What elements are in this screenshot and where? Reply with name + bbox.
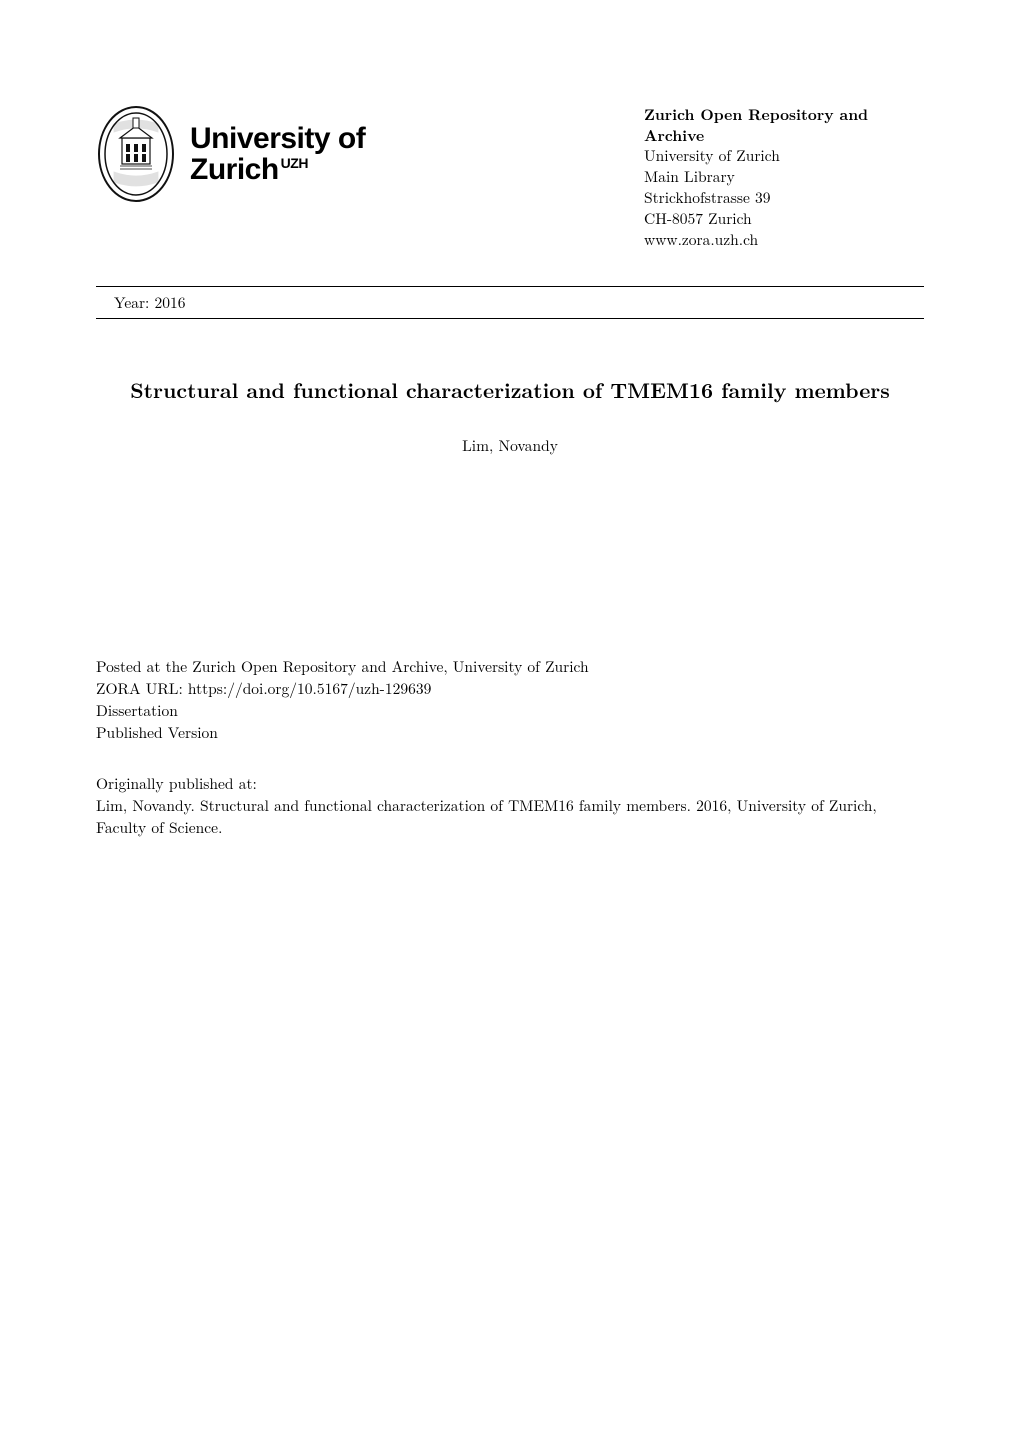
uzh-wordmark: University of Zurich UZH	[190, 123, 365, 186]
archive-library: Main Library	[644, 167, 924, 188]
uzh-seal-icon	[96, 104, 176, 204]
wordmark-line2-text: Zurich	[190, 154, 279, 186]
page: University of Zurich UZH Zurich Open Rep…	[0, 0, 1020, 1442]
header-row: University of Zurich UZH Zurich Open Rep…	[96, 104, 924, 250]
archive-city: CH-8057 Zurich	[644, 209, 924, 230]
meta-zora-url: ZORA URL: https://doi.org/10.5167/uzh-12…	[96, 678, 924, 700]
meta-block: Posted at the Zurich Open Repository and…	[96, 656, 924, 743]
citation-heading: Originally published at:	[96, 773, 924, 795]
wordmark-line1: University of	[190, 123, 365, 155]
meta-version: Published Version	[96, 722, 924, 744]
paper-title: Structural and functional characterizati…	[96, 375, 924, 405]
citation-text: Lim, Novandy. Structural and functional …	[96, 795, 924, 838]
year-bar: Year: 2016	[96, 286, 924, 319]
meta-posted: Posted at the Zurich Open Repository and…	[96, 656, 924, 678]
archive-url: www.zora.uzh.ch	[644, 230, 924, 251]
archive-title: Zurich Open Repository and Archive	[644, 104, 924, 146]
archive-street: Strickhofstrasse 39	[644, 188, 924, 209]
meta-doctype: Dissertation	[96, 700, 924, 722]
year-label: Year: 2016	[114, 292, 186, 313]
archive-info: Zurich Open Repository and Archive Unive…	[644, 104, 924, 250]
author: Lim, Novandy	[96, 435, 924, 456]
citation-block: Originally published at: Lim, Novandy. S…	[96, 773, 924, 838]
archive-institution: University of Zurich	[644, 146, 924, 167]
wordmark-line2: Zurich UZH	[190, 154, 365, 186]
uzh-logo-block: University of Zurich UZH	[96, 104, 365, 204]
wordmark-sup: UZH	[281, 156, 308, 171]
